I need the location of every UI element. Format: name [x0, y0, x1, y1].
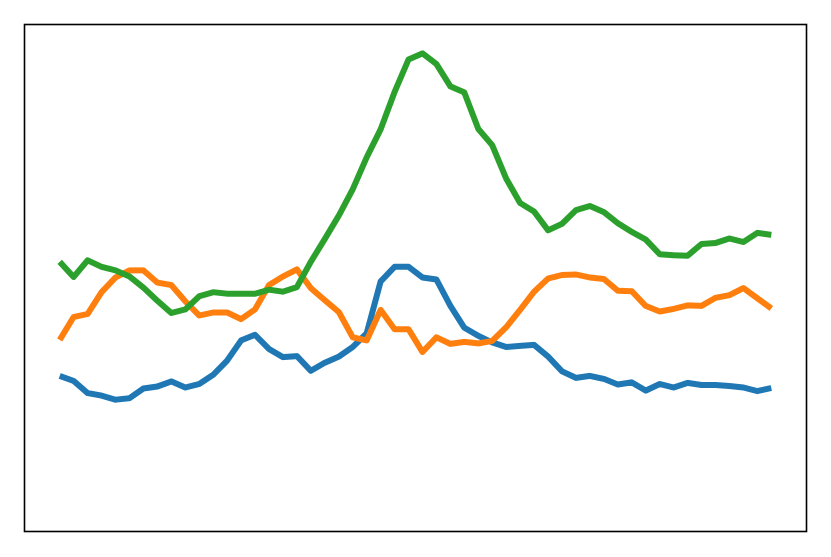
series-line-3	[57, 50, 772, 316]
series-line-2	[57, 266, 774, 355]
series-line-1	[58, 263, 772, 403]
plot-area-frame	[23, 23, 808, 533]
series-layer	[57, 50, 774, 403]
